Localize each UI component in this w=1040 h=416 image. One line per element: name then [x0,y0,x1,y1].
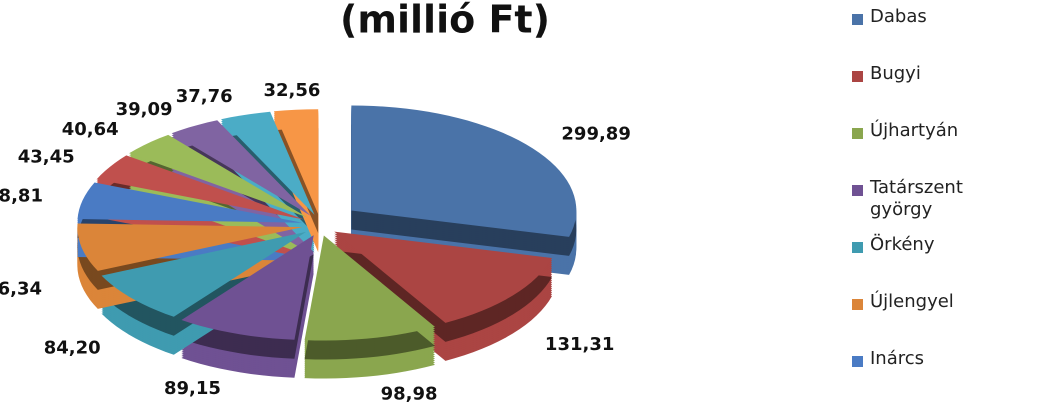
data-label: 37,76 [176,86,233,107]
slice [221,111,315,215]
legend-label: Inárcs [870,348,925,369]
legend-swatch [852,128,863,139]
legend-item: Újhartyán [852,120,962,177]
data-label: 32,56 [263,80,320,101]
legend-item: Tatárszentgyörgy [852,177,963,234]
legend-label: Újlengyel [870,291,954,312]
legend: Dabas Bugyi Újhartyán Tatárszentgyörgy Örkén… [852,6,963,405]
data-label: 131,31 [545,334,614,355]
chart-title: (millió Ft) [340,0,550,42]
data-label: 58,81 [0,185,43,206]
slice [304,235,436,341]
data-label: 39,09 [116,99,173,120]
slice [101,231,307,317]
legend-item: Örkény [852,234,962,291]
data-label: 76,34 [0,278,42,299]
slice [77,182,303,223]
data-label: 89,15 [164,378,221,399]
legend-label: Dabas [870,6,927,27]
slice [334,231,553,323]
legend-label: Bugyi [870,63,921,84]
legend-item: Újlengyel [852,291,962,348]
data-label: 40,64 [62,119,119,140]
data-label: 43,45 [18,146,75,167]
data-label: 84,20 [44,337,101,358]
slice [181,235,314,340]
legend-swatch [852,71,863,82]
data-label: 98,98 [381,384,438,405]
legend-label: Újhartyán [870,120,959,141]
slice [77,223,303,271]
slice [273,109,319,215]
legend-swatch [852,356,863,367]
slice [171,120,311,216]
slice [351,105,577,237]
legend-item: Bugyi [852,63,962,120]
legend-swatch [852,14,863,25]
legend-item: Dabas [852,6,962,63]
data-label: 299,89 [561,124,630,145]
legend-label: Tatárszentgyörgy [870,177,963,220]
legend-swatch [852,242,863,253]
slice [96,155,305,220]
slice [129,134,308,218]
legend-label: Örkény [870,234,935,255]
legend-swatch [852,299,863,310]
legend-item: Inárcs [852,348,962,405]
legend-swatch [852,185,863,196]
